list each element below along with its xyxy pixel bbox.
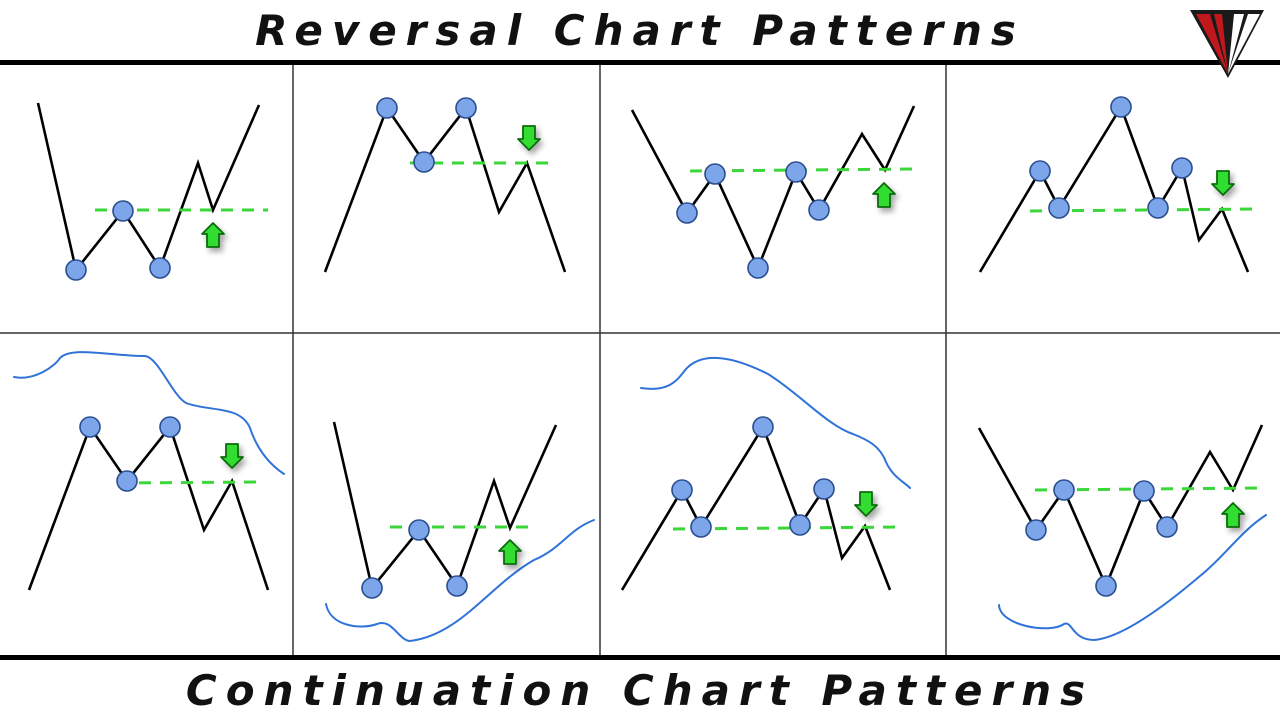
pivot-marker [671, 479, 693, 501]
price-line [36, 102, 261, 273]
continuation-pattern-double-bottom-in-uptrend [325, 421, 595, 643]
pivot-marker [361, 577, 383, 599]
pivot-marker [1133, 480, 1155, 502]
price-line [620, 424, 892, 591]
trend-curve [325, 519, 595, 643]
pivot-marker [1025, 519, 1047, 541]
reversal-pattern-double-top [323, 97, 567, 273]
breakdown-arrow-down-icon [1211, 170, 1235, 196]
pivot-marker [690, 516, 712, 538]
pivot-marker [79, 416, 101, 438]
header-bar: Reversal Chart Patterns [0, 0, 1280, 60]
breakout-arrow-up-icon [201, 222, 225, 248]
pivot-marker [752, 416, 774, 438]
v-fan-logo-icon [1190, 10, 1264, 78]
pivot-marker [159, 416, 181, 438]
footer-bar: Continuation Chart Patterns [0, 660, 1280, 720]
price-line [630, 105, 916, 272]
pivot-marker [813, 478, 835, 500]
price-line [977, 424, 1264, 590]
pivot-marker [676, 202, 698, 224]
pivot-marker [149, 257, 171, 279]
continuation-pattern-inverse-head-and-shoulders-in-uptrend [977, 424, 1267, 642]
pivot-marker [808, 199, 830, 221]
trend-curve [13, 351, 285, 475]
footer-title: Continuation Chart Patterns [185, 665, 1095, 715]
breakdown-arrow-down-icon [517, 125, 541, 151]
pivot-marker [704, 163, 726, 185]
breakdown-arrow-down-icon [854, 491, 878, 517]
pivot-marker [1110, 96, 1132, 118]
breakdown-arrow-down-icon [220, 443, 244, 469]
continuation-pattern-double-top-in-downtrend [13, 351, 285, 591]
pivot-marker [455, 97, 477, 119]
price-line [978, 104, 1250, 273]
reversal-pattern-inverse-head-and-shoulders [630, 105, 919, 279]
footer-rule [0, 655, 1280, 660]
pivot-marker [1029, 160, 1051, 182]
pivot-marker [785, 161, 807, 183]
pivot-marker [408, 519, 430, 541]
pivot-marker [65, 259, 87, 281]
pivot-marker [1095, 575, 1117, 597]
grid-lines [0, 65, 1280, 655]
breakout-arrow-up-icon [872, 182, 896, 208]
neckline [1029, 207, 1257, 213]
trend-curve [640, 356, 911, 489]
neckline [672, 525, 899, 531]
trend-curve [998, 514, 1267, 642]
pivot-marker [112, 200, 134, 222]
breakout-arrow-up-icon [1221, 502, 1245, 528]
page-title: Reversal Chart Patterns [255, 5, 1025, 55]
continuation-pattern-head-and-shoulders-in-downtrend [620, 356, 911, 591]
pivot-marker [1156, 516, 1178, 538]
price-line [332, 421, 558, 591]
reversal-pattern-head-and-shoulders [978, 96, 1257, 273]
pivot-marker [413, 151, 435, 173]
breakout-arrow-up-icon [498, 539, 522, 565]
pivot-marker [116, 470, 138, 492]
header-rule [0, 60, 1280, 65]
pivot-marker [1053, 479, 1075, 501]
pivot-marker [1171, 157, 1193, 179]
pivot-marker [1147, 197, 1169, 219]
pivot-marker [789, 514, 811, 536]
reversal-pattern-double-bottom [36, 102, 268, 281]
pivot-marker [446, 575, 468, 597]
pivot-marker [376, 97, 398, 119]
pivot-marker [1048, 197, 1070, 219]
pivot-marker [747, 257, 769, 279]
neckline [117, 480, 264, 485]
